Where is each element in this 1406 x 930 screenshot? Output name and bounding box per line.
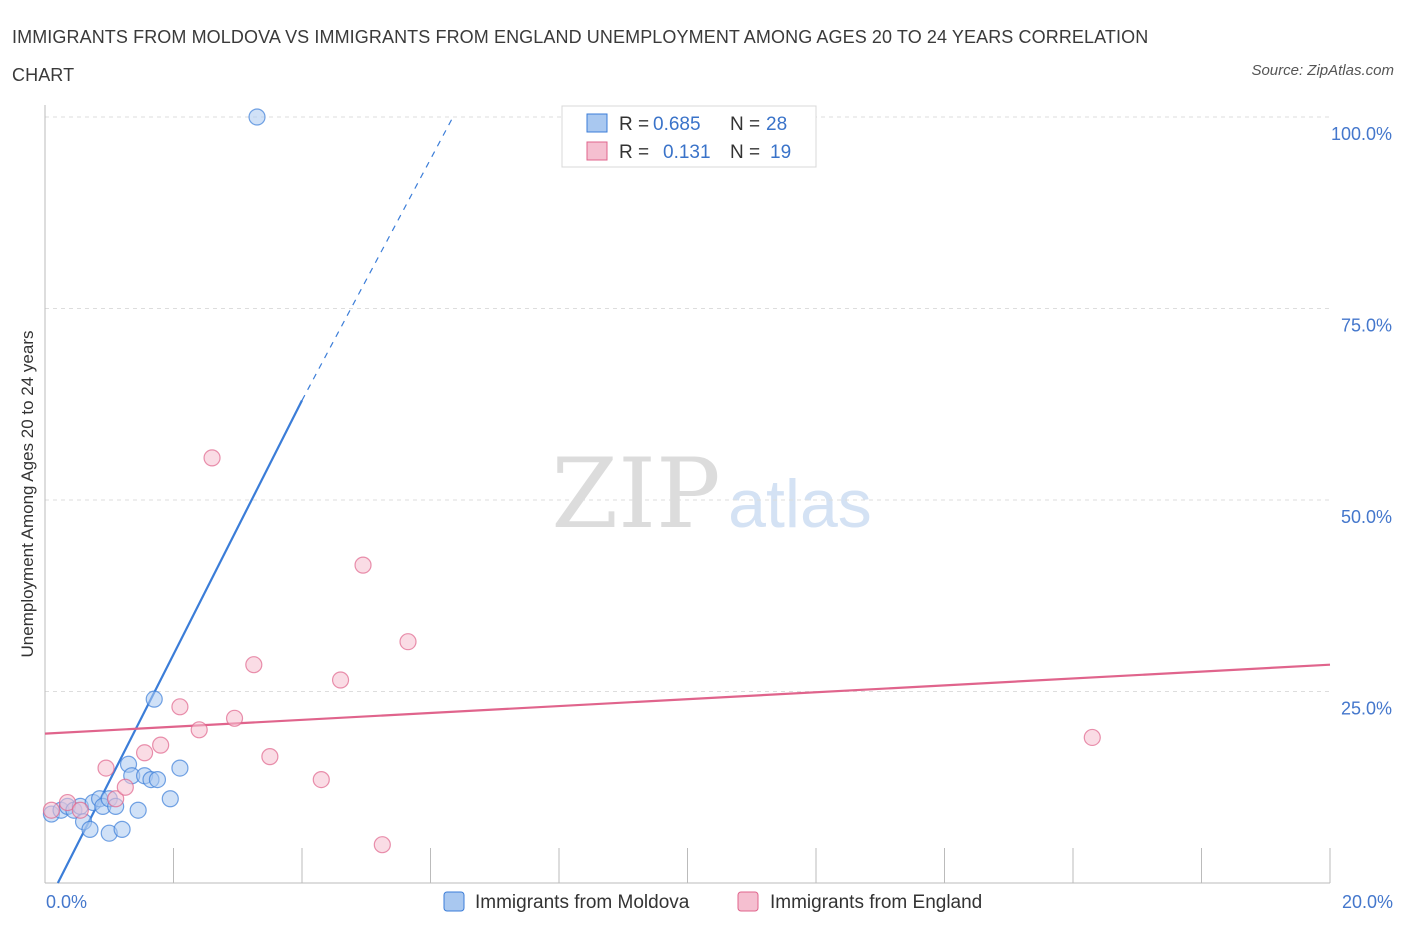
data-point-moldova bbox=[148, 770, 167, 789]
legend-n-moldova: 28 bbox=[766, 114, 787, 135]
data-point-england bbox=[373, 836, 391, 854]
y-axis-title: Unemployment Among Ages 20 to 24 years bbox=[18, 331, 37, 658]
data-point-england bbox=[135, 744, 154, 762]
source-label: Source: ZipAtlas.com bbox=[1251, 62, 1394, 79]
data-point-england bbox=[203, 449, 221, 467]
trend-line-extension-moldova bbox=[301, 116, 454, 401]
legend-n-label-england: N = bbox=[730, 142, 760, 163]
data-point-england bbox=[190, 721, 208, 739]
data-point-england bbox=[116, 778, 134, 796]
data-point-moldova bbox=[161, 790, 179, 808]
legend-r-label-moldova: R = bbox=[619, 114, 649, 135]
data-point-england bbox=[42, 801, 61, 819]
y-tick-label: 75.0% bbox=[1341, 316, 1392, 336]
data-point-moldova bbox=[129, 801, 147, 819]
data-point-england bbox=[97, 759, 115, 777]
data-point-moldova bbox=[113, 820, 131, 838]
data-point-england bbox=[399, 633, 417, 651]
data-point-england bbox=[331, 671, 350, 689]
data-point-moldova bbox=[145, 690, 163, 708]
data-point-england bbox=[107, 790, 125, 808]
series-legend: Immigrants from Moldova Immigrants from … bbox=[443, 891, 982, 913]
bottom-legend-label-moldova: Immigrants from Moldova bbox=[475, 892, 690, 913]
watermark-atlas: atlas bbox=[728, 466, 872, 542]
data-point-moldova bbox=[81, 820, 99, 838]
x-tick-label-max: 20.0% bbox=[1342, 892, 1393, 912]
legend-n-label-moldova: N = bbox=[730, 114, 760, 135]
trend-line-england bbox=[44, 663, 1331, 735]
legend-swatch-england bbox=[586, 141, 608, 161]
y-tick-label: 100.0% bbox=[1331, 124, 1392, 144]
legend-r-moldova: 0.685 bbox=[653, 114, 701, 135]
y-tick-labels: 100.0% 75.0% 50.0% 25.0% bbox=[1331, 124, 1392, 719]
data-point-england bbox=[152, 736, 170, 754]
axes bbox=[44, 105, 1331, 884]
data-points bbox=[42, 108, 1101, 854]
watermark-zip: ZIP bbox=[551, 438, 720, 550]
data-point-england bbox=[312, 770, 330, 789]
x-tick-labels: 0.0% 20.0% bbox=[46, 892, 1393, 912]
y-tick-label: 50.0% bbox=[1341, 507, 1392, 527]
data-point-england bbox=[71, 801, 89, 819]
stats-legend: R = 0.685 N = 28 R = 0.131 N = 19 bbox=[561, 105, 817, 168]
data-point-england bbox=[261, 748, 279, 766]
legend-swatch-moldova bbox=[586, 113, 608, 133]
legend-n-england: 19 bbox=[770, 142, 791, 163]
data-point-england bbox=[225, 709, 244, 727]
y-tick-label: 25.0% bbox=[1341, 699, 1392, 719]
data-point-england bbox=[171, 698, 189, 716]
x-tick-label-min: 0.0% bbox=[46, 892, 87, 912]
data-point-england bbox=[1083, 728, 1101, 747]
bottom-legend-swatch-moldova bbox=[443, 891, 465, 912]
legend-r-label-england: R = bbox=[619, 142, 649, 163]
data-point-england bbox=[354, 556, 372, 574]
data-point-england bbox=[58, 793, 77, 812]
chart-title: IMMIGRANTS FROM MOLDOVA VS IMMIGRANTS FR… bbox=[12, 27, 1149, 85]
data-point-moldova bbox=[171, 759, 189, 777]
bottom-legend-swatch-england bbox=[737, 891, 759, 912]
data-point-moldova bbox=[248, 108, 266, 126]
bottom-legend-label-england: Immigrants from England bbox=[770, 892, 982, 913]
grid bbox=[45, 116, 1330, 692]
legend-r-england: 0.131 bbox=[663, 142, 711, 163]
data-point-england bbox=[245, 656, 263, 674]
